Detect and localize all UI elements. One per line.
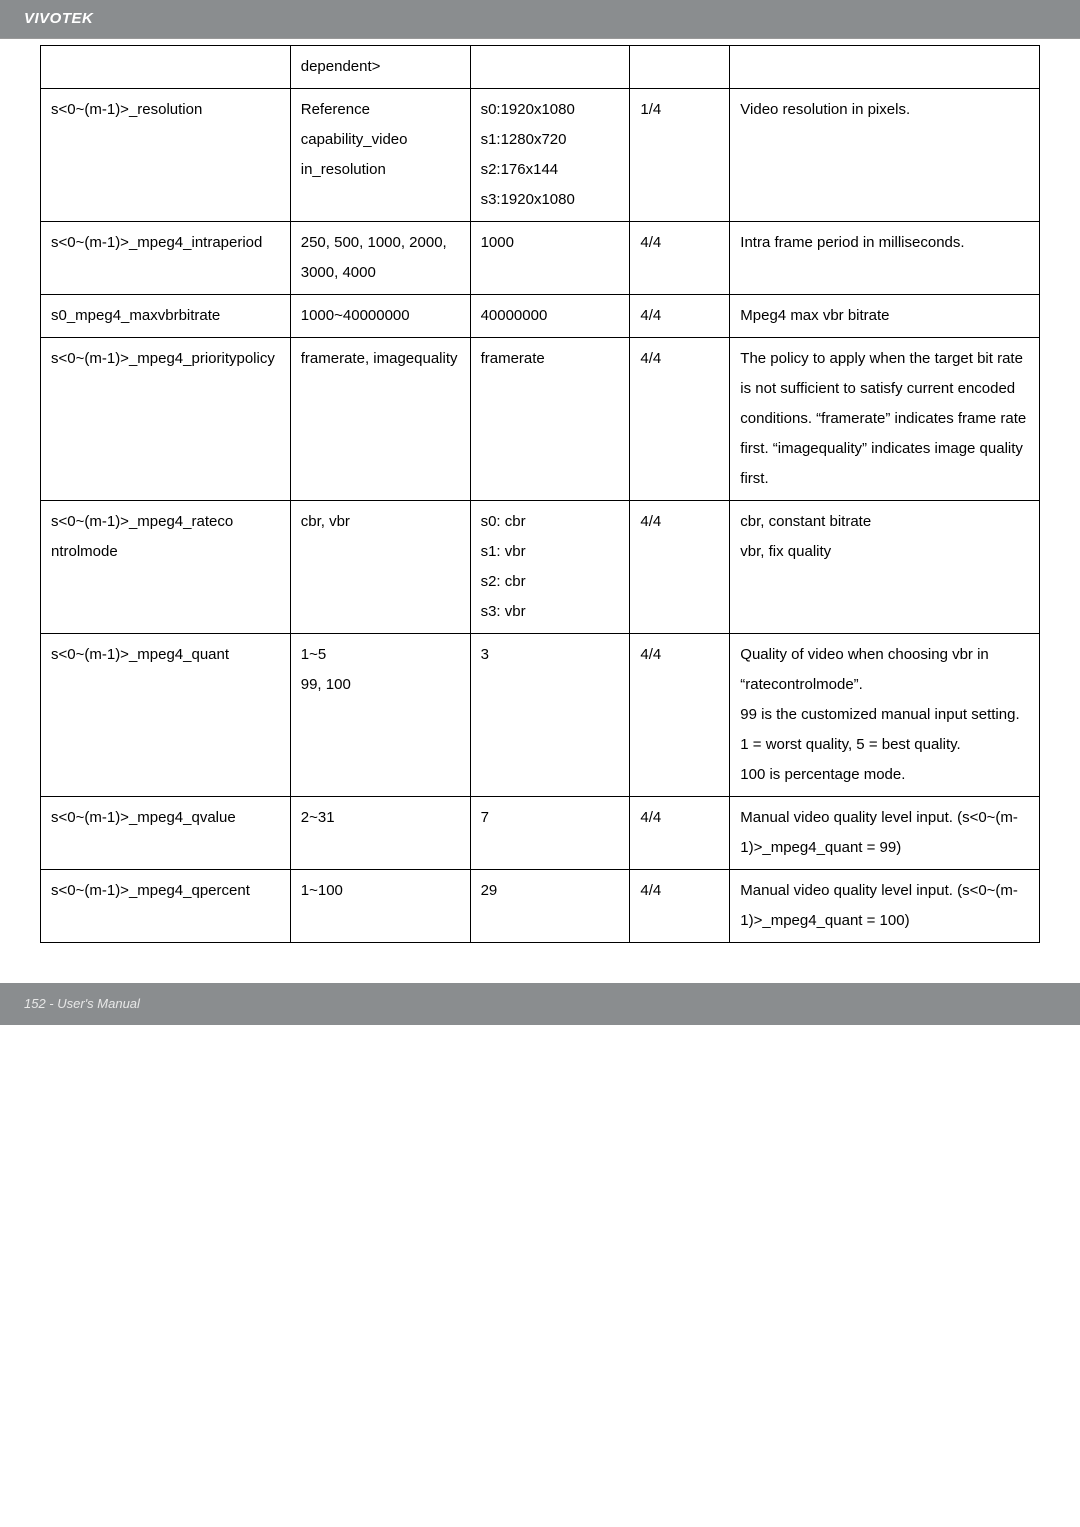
table-cell: 4/4 [630, 870, 730, 943]
table-cell: 4/4 [630, 338, 730, 501]
table-body: dependent>s<0~(m-1)>_resolutionReference… [41, 46, 1040, 943]
table-cell: Intra frame period in milliseconds. [730, 222, 1040, 295]
table-cell: 1000 [470, 222, 630, 295]
table-cell [630, 46, 730, 89]
table-cell: 4/4 [630, 797, 730, 870]
table-cell: s0_mpeg4_maxvbrbitrate [41, 295, 291, 338]
table-cell: 1000~40000000 [290, 295, 470, 338]
table-cell: 3 [470, 634, 630, 797]
table-cell: Video resolution in pixels. [730, 89, 1040, 222]
table-cell: 1/4 [630, 89, 730, 222]
table-cell: The policy to apply when the target bit … [730, 338, 1040, 501]
table-cell: s<0~(m-1)>_mpeg4_qperce​nt [41, 870, 291, 943]
table-row: s<0~(m-1)>_mpeg4_qperce​nt1~100294/4Manu… [41, 870, 1040, 943]
table-cell: 4/4 [630, 295, 730, 338]
table-cell: s<0~(m-1)>_mpeg4_quant [41, 634, 291, 797]
table-row: s<0~(m-1)>_mpeg4_priorit​ypolicyframerat… [41, 338, 1040, 501]
table-cell: s<0~(m-1)>_resolution [41, 89, 291, 222]
parameter-table: dependent>s<0~(m-1)>_resolutionReference… [40, 45, 1040, 943]
table-row: s<0~(m-1)>_mpeg4_intrap​eriod250, 500, 1… [41, 222, 1040, 295]
table-cell: framerate [470, 338, 630, 501]
table-cell: 4/4 [630, 222, 730, 295]
table-cell: Quality of video when choosing vbr in “r… [730, 634, 1040, 797]
table-cell: s<0~(m-1)>_mpeg4_rateco​ntrolmode [41, 501, 291, 634]
table-row: s0_mpeg4_maxvbrbitrate1000~4000000040000… [41, 295, 1040, 338]
table-cell: cbr, constant bitratevbr, fix quality [730, 501, 1040, 634]
table-cell: s<0~(m-1)>_mpeg4_priorit​ypolicy [41, 338, 291, 501]
table-row: s<0~(m-1)>_mpeg4_qvalue2~3174/4Manual vi… [41, 797, 1040, 870]
table-cell: Reference capability_video​in_resolution [290, 89, 470, 222]
table-cell: s<0~(m-1)>_mpeg4_qvalue [41, 797, 291, 870]
footer-bar: 152 - User's Manual [0, 983, 1080, 1025]
table-cell: s<0~(m-1)>_mpeg4_intrap​eriod [41, 222, 291, 295]
table-cell: 40000000 [470, 295, 630, 338]
table-cell: 1~599, 100 [290, 634, 470, 797]
table-cell: Manual video quality level input. (s<0~(… [730, 870, 1040, 943]
table-cell: s0:1920x1080s1:1280x720s2:176x144s3:1920… [470, 89, 630, 222]
table-cell: 2~31 [290, 797, 470, 870]
table-cell: s0: cbrs1: vbrs2: cbrs3: vbr [470, 501, 630, 634]
table-cell [730, 46, 1040, 89]
table-cell: dependent> [290, 46, 470, 89]
table-cell: 29 [470, 870, 630, 943]
table-row: s<0~(m-1)>_mpeg4_quant1~599, 10034/4Qual… [41, 634, 1040, 797]
table-cell: 250, 500, 1000, 2000, 3000, 4000 [290, 222, 470, 295]
table-row: s<0~(m-1)>_resolutionReference capabilit… [41, 89, 1040, 222]
table-cell: Manual video quality level input. (s<0~(… [730, 797, 1040, 870]
table-cell: 4/4 [630, 501, 730, 634]
table-cell: Mpeg4 max vbr bitrate [730, 295, 1040, 338]
page-container: VIVOTEK dependent>s<0~(m-1)>_resolutionR… [0, 0, 1080, 1025]
table-cell: cbr, vbr [290, 501, 470, 634]
table-row: dependent> [41, 46, 1040, 89]
table-cell [470, 46, 630, 89]
table-row: s<0~(m-1)>_mpeg4_rateco​ntrolmodecbr, vb… [41, 501, 1040, 634]
table-cell: 1~100 [290, 870, 470, 943]
table-cell: 7 [470, 797, 630, 870]
table-cell [41, 46, 291, 89]
table-cell: framerate, imagequality [290, 338, 470, 501]
brand-title: VIVOTEK [24, 10, 93, 27]
content-area: dependent>s<0~(m-1)>_resolutionReference… [0, 39, 1080, 963]
table-cell: 4/4 [630, 634, 730, 797]
header-bar: VIVOTEK [0, 0, 1080, 39]
page-number-label: 152 - User's Manual [24, 996, 140, 1011]
